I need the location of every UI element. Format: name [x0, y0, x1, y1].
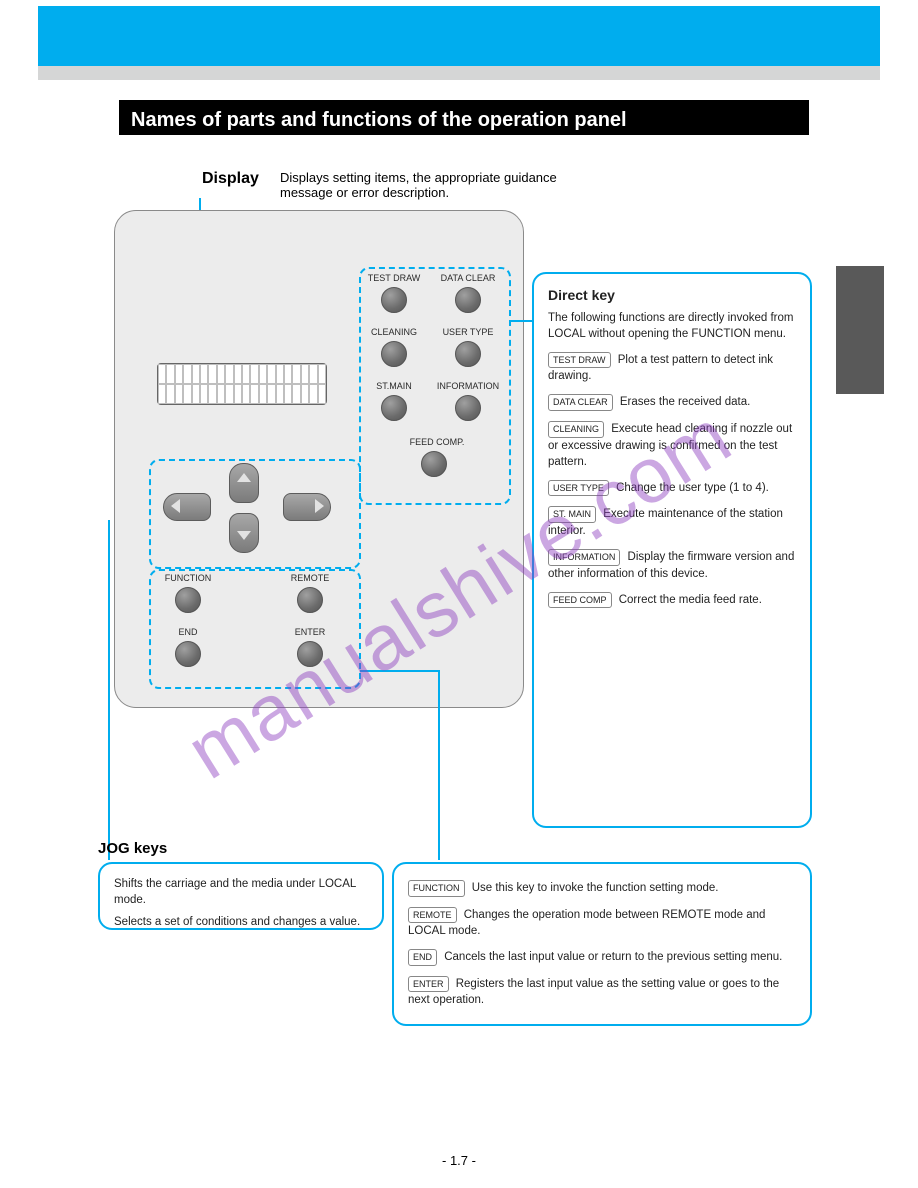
- cleaning-button[interactable]: [381, 341, 407, 367]
- direct-key-title: Direct key: [548, 286, 796, 306]
- direct-key-item: DATA CLEAR Erases the received data.: [548, 390, 796, 411]
- dataclear-label: DATA CLEAR: [433, 273, 503, 283]
- func-key-item-label: REMOTE: [408, 907, 457, 924]
- feedcomp-label: FEED COMP.: [397, 437, 477, 447]
- function-button[interactable]: [175, 587, 201, 613]
- direct-key-item-label: TEST DRAW: [548, 352, 611, 369]
- direct-key-item: ST. MAIN Execute maintenance of the stat…: [548, 502, 796, 539]
- cleaning-label: CLEANING: [359, 327, 429, 337]
- func-key-item: ENTER Registers the last input value as …: [408, 972, 796, 1009]
- end-button[interactable]: [175, 641, 201, 667]
- func-key-item: REMOTE Changes the operation mode betwee…: [408, 903, 796, 940]
- control-panel: TEST DRAW DATA CLEAR CLEANING USER TYPE …: [114, 210, 524, 708]
- testdraw-label: TEST DRAW: [359, 273, 429, 283]
- enter-label: ENTER: [275, 627, 345, 637]
- leader-func-v: [438, 670, 440, 860]
- feedcomp-button[interactable]: [421, 451, 447, 477]
- jog-keys-title: JOG keys: [98, 840, 167, 857]
- chevron-up-icon: [237, 473, 251, 482]
- dataclear-button[interactable]: [455, 287, 481, 313]
- display-desc: Displays setting items, the appropriate …: [280, 170, 580, 200]
- remote-button[interactable]: [297, 587, 323, 613]
- func-key-item: END Cancels the last input value or retu…: [408, 945, 796, 966]
- func-key-item-label: ENTER: [408, 976, 449, 993]
- information-button[interactable]: [455, 395, 481, 421]
- leader-direct: [510, 320, 532, 322]
- func-key-item-desc: Cancels the last input value or return t…: [444, 951, 782, 963]
- direct-key-intro: The following functions are directly inv…: [548, 310, 796, 342]
- leader-jog: [108, 520, 110, 860]
- direct-key-item: USER TYPE Change the user type (1 to 4).: [548, 476, 796, 497]
- direct-key-item: CLEANING Execute head cleaning if nozzle…: [548, 417, 796, 470]
- enter-button[interactable]: [297, 641, 323, 667]
- page-number: - 1.7 -: [442, 1153, 476, 1168]
- direct-key-item-desc: Correct the media feed rate.: [619, 594, 762, 606]
- func-key-item-label: END: [408, 949, 437, 966]
- jog-key-item: Shifts the carriage and the media under …: [114, 876, 368, 908]
- direct-key-item-desc: Change the user type (1 to 4).: [616, 482, 769, 494]
- page-header-divider: [38, 66, 880, 80]
- direct-key-callout: Direct key The following functions are d…: [532, 272, 812, 828]
- information-label: INFORMATION: [433, 381, 503, 391]
- chevron-left-icon: [171, 499, 180, 513]
- stmain-button[interactable]: [381, 395, 407, 421]
- remote-label: REMOTE: [275, 573, 345, 583]
- section-title: Names of parts and functions of the oper…: [119, 100, 809, 135]
- direct-key-item-label: FEED COMP: [548, 592, 612, 609]
- func-key-item-desc: Registers the last input value as the se…: [408, 978, 779, 1007]
- end-label: END: [153, 627, 223, 637]
- func-key-item-label: FUNCTION: [408, 880, 465, 897]
- direct-key-item: INFORMATION Display the firmware version…: [548, 545, 796, 582]
- function-keys-callout: FUNCTION Use this key to invoke the func…: [392, 862, 812, 1026]
- direct-key-item-label: CLEANING: [548, 421, 604, 438]
- jog-up-button[interactable]: [229, 463, 259, 503]
- function-label: FUNCTION: [153, 573, 223, 583]
- direct-key-item-label: DATA CLEAR: [548, 394, 613, 411]
- jog-key-item: Selects a set of conditions and changes …: [114, 914, 368, 930]
- direct-key-item-desc: Erases the received data.: [620, 396, 750, 408]
- leader-func-h: [360, 670, 440, 672]
- func-key-item-desc: Changes the operation mode between REMOT…: [408, 909, 765, 938]
- stmain-label: ST.MAIN: [359, 381, 429, 391]
- lcd-display: [157, 363, 327, 405]
- chapter-tab: [836, 266, 884, 394]
- usertype-button[interactable]: [455, 341, 481, 367]
- usertype-label: USER TYPE: [433, 327, 503, 337]
- jog-keys-callout: Shifts the carriage and the media under …: [98, 862, 384, 930]
- direct-key-item: TEST DRAW Plot a test pattern to detect …: [548, 348, 796, 385]
- page-header: [38, 6, 880, 66]
- func-key-item-desc: Use this key to invoke the function sett…: [472, 882, 719, 894]
- chevron-right-icon: [315, 499, 324, 513]
- direct-key-item-label: ST. MAIN: [548, 506, 596, 523]
- chevron-down-icon: [237, 531, 251, 540]
- testdraw-button[interactable]: [381, 287, 407, 313]
- direct-key-item-label: INFORMATION: [548, 549, 620, 566]
- display-heading: Display: [202, 170, 259, 188]
- direct-key-item-label: USER TYPE: [548, 480, 609, 497]
- func-key-item: FUNCTION Use this key to invoke the func…: [408, 876, 796, 897]
- direct-key-item: FEED COMP Correct the media feed rate.: [548, 588, 796, 609]
